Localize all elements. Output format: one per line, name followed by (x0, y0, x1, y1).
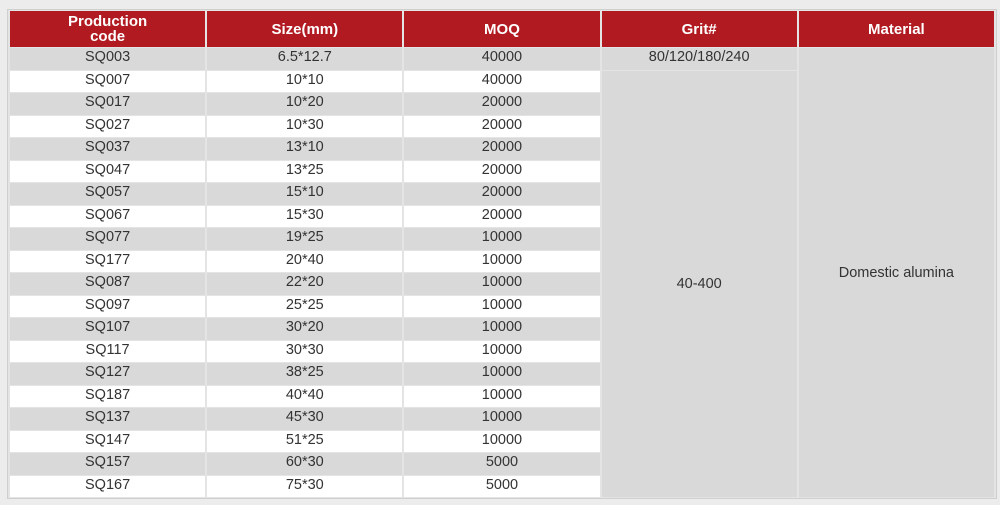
table-row: SQ117 30*30 10000 (10, 340, 994, 362)
moq-cell: 5000 (404, 475, 600, 497)
product-table: Production code Size(mm) MOQ Grit# Material … (7, 9, 997, 499)
table-row: SQ137 45*30 10000 (10, 408, 994, 430)
moq-cell: 20000 (404, 115, 600, 137)
header-row: Production code Size(mm) MOQ Grit# Material (10, 11, 994, 47)
size-cell: 40*40 (207, 385, 403, 407)
size-cell: 22*20 (207, 273, 403, 295)
product-code-cell: SQ187 (10, 385, 206, 407)
table-row: SQ017 10*20 20000 (10, 93, 994, 115)
moq-cell: 20000 (404, 183, 600, 205)
moq-cell: 10000 (404, 273, 600, 295)
column-header-label: MOQ (484, 20, 520, 38)
product-code-cell: SQ167 (10, 475, 206, 497)
moq-cell: 10000 (404, 250, 600, 272)
table-row: SQ187 40*40 10000 (10, 385, 994, 407)
column-header: MOQ (404, 11, 600, 47)
table-row: SQ003 6.5*12.7 40000 80/120/180/240 Domestic… (10, 48, 994, 497)
product-code-cell: SQ027 (10, 115, 206, 137)
grit-cell: 40-400 (601, 70, 797, 497)
column-header: Production code (10, 11, 206, 47)
table-row: SQ107 30*20 10000 (10, 318, 994, 340)
product-code-cell: SQ003 (10, 48, 206, 70)
size-cell: 10*10 (207, 70, 403, 92)
moq-cell: 40000 (404, 70, 600, 92)
size-cell: 13*10 (207, 138, 403, 160)
size-cell: 15*30 (207, 205, 403, 227)
moq-cell: 20000 (404, 205, 600, 227)
size-cell: 10*20 (207, 93, 403, 115)
size-cell: 45*30 (207, 408, 403, 430)
table-row: SQ027 10*30 20000 (10, 115, 994, 137)
grit-cell: 80/120/180/240 (601, 48, 797, 70)
column-header-label: Grit# (681, 20, 717, 38)
column-header: Size(mm) (207, 11, 403, 47)
table-row: SQ167 75*30 5000 (10, 475, 994, 497)
size-cell: 13*25 (207, 160, 403, 182)
table-row: SQ177 20*40 10000 (10, 250, 994, 272)
table-row: SQ037 13*10 20000 (10, 138, 994, 160)
product-code-cell: SQ067 (10, 205, 206, 227)
column-header: Material (798, 11, 994, 47)
product-code-cell: SQ097 (10, 295, 206, 317)
product-code-cell: SQ127 (10, 363, 206, 385)
product-code-cell: SQ147 (10, 430, 206, 452)
size-cell: 38*25 (207, 363, 403, 385)
column-header-label: Material (868, 20, 925, 38)
column-header-label: Size(mm) (271, 20, 339, 38)
moq-cell: 20000 (404, 138, 600, 160)
size-cell: 75*30 (207, 475, 403, 497)
product-code-cell: SQ047 (10, 160, 206, 182)
moq-cell: 40000 (404, 48, 600, 70)
table-row: SQ087 22*20 10000 (10, 273, 994, 295)
size-cell: 20*40 (207, 250, 403, 272)
size-cell: 6.5*12.7 (207, 48, 403, 70)
table-row: SQ097 25*25 10000 (10, 295, 994, 317)
table-row: SQ157 60*30 5000 (10, 453, 994, 475)
table-row: SQ047 13*25 20000 (10, 160, 994, 182)
size-cell: 25*25 (207, 295, 403, 317)
size-cell: 51*25 (207, 430, 403, 452)
column-header: Grit# (601, 11, 797, 47)
table-row: SQ057 15*10 20000 (10, 183, 994, 205)
moq-cell: 10000 (404, 318, 600, 340)
table-row: SQ147 51*25 10000 (10, 430, 994, 452)
size-cell: 30*20 (207, 318, 403, 340)
moq-cell: 10000 (404, 430, 600, 452)
moq-cell: 10000 (404, 363, 600, 385)
size-cell: 60*30 (207, 453, 403, 475)
moq-cell: 10000 (404, 408, 600, 430)
product-code-cell: SQ057 (10, 183, 206, 205)
product-code-cell: SQ157 (10, 453, 206, 475)
moq-cell: 10000 (404, 340, 600, 362)
size-cell: 19*25 (207, 228, 403, 250)
product-code-cell: SQ007 (10, 70, 206, 92)
column-header-label: Production code (68, 13, 148, 45)
table-row: SQ067 15*30 20000 (10, 205, 994, 227)
product-code-cell: SQ017 (10, 93, 206, 115)
product-code-cell: SQ137 (10, 408, 206, 430)
product-code-cell: SQ177 (10, 250, 206, 272)
table-row: SQ127 38*25 10000 (10, 363, 994, 385)
table-row: SQ077 19*25 10000 (10, 228, 994, 250)
moq-cell: 20000 (404, 93, 600, 115)
moq-cell: 10000 (404, 228, 600, 250)
size-cell: 15*10 (207, 183, 403, 205)
table-row: SQ007 10*10 40000 40-400 (10, 70, 994, 497)
moq-cell: 5000 (404, 453, 600, 475)
size-cell: 30*30 (207, 340, 403, 362)
size-cell: 10*30 (207, 115, 403, 137)
product-code-cell: SQ087 (10, 273, 206, 295)
moq-cell: 10000 (404, 385, 600, 407)
material-cell: Domestic alumina (798, 48, 994, 497)
moq-cell: 10000 (404, 295, 600, 317)
moq-cell: 20000 (404, 160, 600, 182)
product-code-cell: SQ077 (10, 228, 206, 250)
product-code-cell: SQ037 (10, 138, 206, 160)
product-code-cell: SQ107 (10, 318, 206, 340)
product-code-cell: SQ117 (10, 340, 206, 362)
